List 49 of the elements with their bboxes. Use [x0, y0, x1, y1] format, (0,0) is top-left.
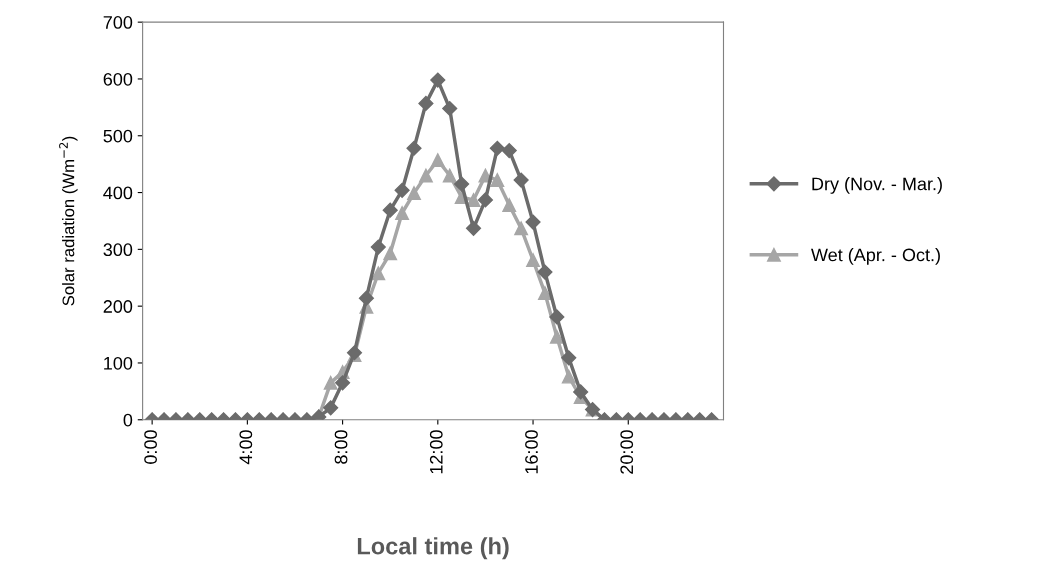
y-tick-label: 200: [103, 300, 133, 313]
x-tick-label: 4:00: [239, 430, 253, 465]
point: [489, 140, 505, 156]
y-tick-label: 100: [104, 356, 133, 370]
x-tick-label: 12:00: [429, 430, 443, 474]
legend-label: Dry (Nov. - Mar.): [812, 177, 942, 194]
point: [395, 206, 410, 220]
point: [465, 220, 482, 236]
point: [370, 239, 386, 255]
legend-label: Wet (Apr. - Oct.): [811, 248, 940, 265]
point: [466, 192, 481, 207]
x-axis-title: Local time (h): [357, 537, 509, 560]
point: [407, 186, 421, 201]
point: [501, 142, 517, 159]
point: [442, 100, 458, 117]
point: [549, 329, 564, 344]
y-tick-label: 300: [103, 243, 133, 257]
point: [502, 198, 517, 212]
point: [525, 214, 541, 230]
x-tick-label: 0:00: [144, 430, 157, 464]
x-tick-label: 20:00: [620, 430, 634, 474]
x-tick-label: 8:00: [334, 430, 348, 464]
point: [371, 266, 386, 281]
y-tick-label: 500: [103, 129, 133, 143]
point: [430, 72, 446, 88]
point: [418, 168, 433, 183]
point: [358, 290, 374, 306]
y-tick-label: 400: [103, 186, 133, 200]
y-tick-label: 600: [103, 72, 133, 86]
point: [442, 168, 457, 183]
point: [490, 173, 505, 188]
y-tick-label: 700: [103, 16, 133, 29]
point: [382, 202, 398, 218]
point: [394, 182, 410, 198]
point: [537, 264, 553, 280]
point: [430, 153, 445, 168]
point: [538, 286, 552, 301]
point: [549, 309, 565, 325]
point: [513, 172, 529, 188]
point: [477, 192, 494, 208]
point: [418, 95, 434, 111]
x-tick-label: 16:00: [525, 430, 538, 474]
point: [514, 221, 529, 236]
y-axis-title: Solar radiation (Wm$^{−2}$): [59, 136, 78, 306]
point: [406, 140, 422, 156]
point: [454, 176, 470, 192]
y-tick-label: 0: [123, 413, 133, 427]
point: [383, 246, 398, 261]
point: [526, 253, 540, 268]
